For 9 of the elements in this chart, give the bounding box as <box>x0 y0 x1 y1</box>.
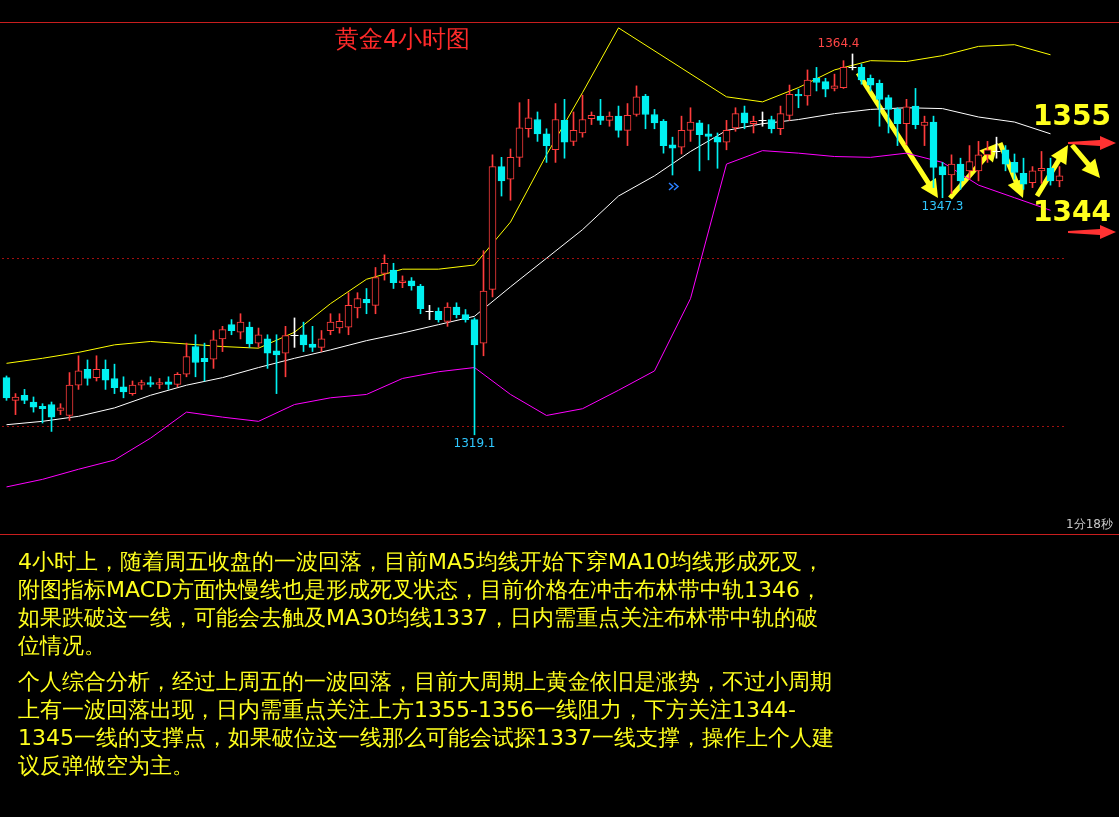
annotation: 1355 <box>1033 99 1111 132</box>
annotation: 1319.1 <box>453 435 496 450</box>
text: 个人综合分析，经过上周五的一波回落，目前大周期上黄金依旧是涨势，不过小周期上有一波回落出现，日内需重点关注上方1355-1356一线阻力，下方关注1344-1345一线的支撑点，如果破位这一线那么可能会试探1337一线支撑，操作上个人建议反弹做空为主。 <box>18 668 835 780</box>
annotation: 1364.4 <box>817 36 860 51</box>
annotation: 1347.3 <box>921 198 964 213</box>
chart-title: 黄金4小时图 <box>335 24 471 55</box>
annotation: 1344 <box>1033 195 1111 228</box>
text: 4小时上，随着周五收盘的一波回落，目前MA5均线开始下穿MA10均线形成死叉，附图指标MACD方面快慢线也是形成死叉状态，目前价格在冲击布林带中轨1346，如果跌破这一线，可能会去触及MA30均线1337，日内需重点关注布林带中轨的破位情况。 <box>18 548 826 660</box>
text: 1分18秒 <box>1066 516 1113 533</box>
